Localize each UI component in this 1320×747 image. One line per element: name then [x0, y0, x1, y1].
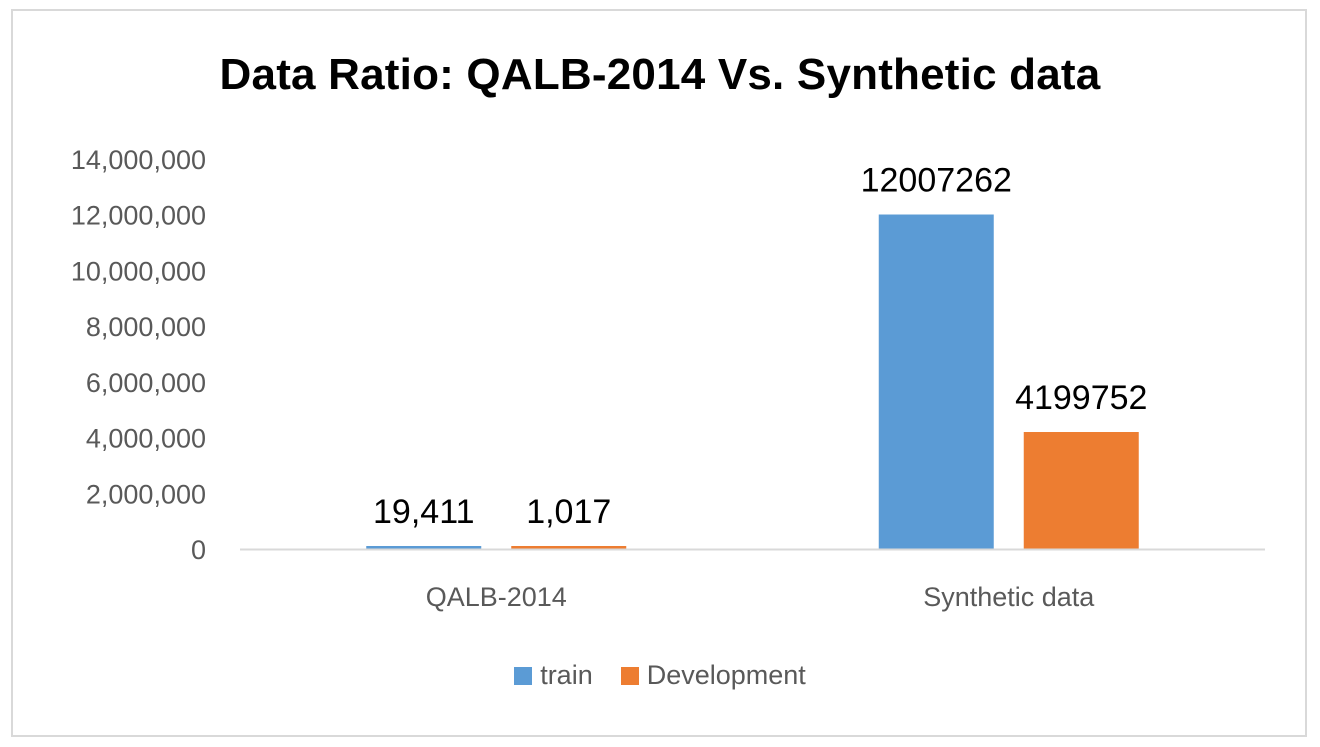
bar-development-1 [511, 546, 627, 549]
legend-item-train: train [514, 660, 593, 691]
legend-label-train: train [540, 660, 593, 690]
legend-swatch-train [514, 666, 533, 685]
data-label: 1,017 [526, 493, 611, 531]
legend-swatch-development [620, 666, 639, 685]
y-tick-label: 4,000,000 [86, 424, 206, 454]
bar-development-2 [1023, 432, 1139, 549]
legend-item-development: Development [620, 660, 806, 691]
x-category-label: Synthetic data [923, 582, 1095, 612]
y-tick-label: 2,000,000 [86, 479, 206, 509]
y-tick-label: 8,000,000 [86, 312, 206, 342]
bar-train-2 [878, 214, 994, 549]
data-label: 19,411 [373, 493, 474, 531]
chart-legend: train Development [0, 660, 1320, 691]
y-tick-label: 14,000,000 [71, 145, 206, 175]
data-label: 4199752 [1015, 379, 1147, 417]
y-tick-label: 12,000,000 [71, 201, 206, 231]
chart-frame [11, 9, 1307, 737]
y-tick-label: 0 [191, 535, 206, 565]
bar-train-1 [366, 546, 482, 549]
y-tick-label: 6,000,000 [86, 368, 206, 398]
y-tick-label: 10,000,000 [71, 256, 206, 286]
x-category-label: QALB-2014 [426, 582, 567, 612]
legend-label-development: Development [646, 660, 806, 690]
data-label: 12007262 [861, 162, 1012, 200]
chart-title: Data Ratio: QALB-2014 Vs. Synthetic data [219, 50, 1101, 99]
